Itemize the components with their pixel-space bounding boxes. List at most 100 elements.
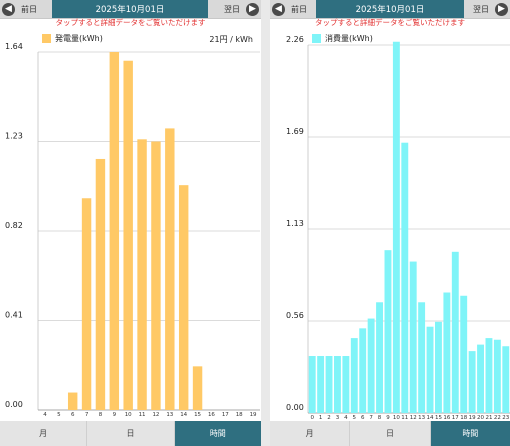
x-tick-label: 10 <box>393 415 400 421</box>
x-tick-label: 14 <box>180 412 187 418</box>
next-day-label: 翌日 <box>473 4 489 14</box>
next-day-button[interactable]: 翌日 ▶ <box>473 0 508 18</box>
bar <box>317 356 325 413</box>
period-tabs: 月 日 時間 <box>270 421 510 446</box>
x-tick-label: 16 <box>443 415 450 421</box>
legend-label: 消費量(kWh) <box>325 34 373 43</box>
x-tick-label: 9 <box>113 412 117 418</box>
x-tick-label: 6 <box>361 415 365 421</box>
arrow-right-circle-icon: ▶ <box>495 2 508 16</box>
y-tick-label: 0.00 <box>286 403 304 412</box>
generation-chart[interactable]: 0.00 0.41 0.82 1.23 1.64 4 5 6 7 8 9 10 11 12 13 14 15 16… <box>0 0 261 421</box>
x-tick-label: 9 <box>386 415 390 421</box>
next-day-label: 翌日 <box>224 4 240 14</box>
bar <box>409 261 417 413</box>
bar <box>367 318 375 413</box>
tab-month[interactable]: 月 <box>270 421 351 446</box>
bar <box>342 356 350 413</box>
period-tabs: 月 日 時間 <box>0 421 261 446</box>
rate-label: 21円 / kWh <box>209 35 253 44</box>
bar <box>165 128 175 410</box>
y-tick-label: 1.23 <box>5 132 23 141</box>
legend-swatch <box>312 34 321 43</box>
bar <box>350 338 358 413</box>
x-tick-label: 18 <box>236 412 243 418</box>
y-tick-label: 0.56 <box>286 311 304 320</box>
x-tick-label: 8 <box>378 415 382 421</box>
legend-swatch <box>42 34 51 43</box>
bar <box>123 60 133 410</box>
x-tick-label: 15 <box>435 415 442 421</box>
next-day-button[interactable]: 翌日 ▶ <box>224 0 259 18</box>
bar <box>109 52 120 410</box>
x-tick-label: 5 <box>353 415 357 421</box>
x-tick-label: 5 <box>57 412 61 418</box>
x-tick-label: 11 <box>139 412 146 418</box>
generation-panel: ◀ 前日 2025年10月01日 翌日 ▶ タップすると詳細データをご覧いただけ… <box>0 0 261 446</box>
y-tick-label: 1.64 <box>5 42 23 51</box>
prev-day-label: 前日 <box>291 4 307 14</box>
x-tick-label: 17 <box>222 412 229 418</box>
panel-divider <box>261 0 270 446</box>
x-tick-label: 8 <box>99 412 103 418</box>
arrow-left-circle-icon: ◀ <box>2 2 15 16</box>
bar <box>477 344 484 413</box>
bar <box>81 198 92 410</box>
x-tick-label: 4 <box>344 415 348 421</box>
bar <box>359 328 367 413</box>
bar <box>401 142 409 414</box>
tab-month[interactable]: 月 <box>0 421 88 446</box>
date-display: 2025年10月01日 <box>316 0 464 18</box>
y-tick-label: 0.82 <box>5 221 23 230</box>
x-tick-label: 13 <box>166 412 173 418</box>
tap-notice: タップすると詳細データをご覧いただけます <box>55 18 206 27</box>
y-tick-label: 1.69 <box>286 127 304 136</box>
consumption-chart[interactable]: 0.000.561.131.692.260 1 2 3 4 5 6 7 8 9 10 11 12 13 14… <box>270 0 510 421</box>
tab-day[interactable]: 日 <box>350 421 431 446</box>
x-tick-label: 12 <box>152 412 159 418</box>
x-tick-label: 17 <box>452 415 459 421</box>
prev-day-button[interactable]: ◀ 前日 <box>272 0 307 18</box>
date-display: 2025年10月01日 <box>52 0 208 18</box>
arrow-right-circle-icon: ▶ <box>246 2 259 16</box>
bar <box>493 339 501 413</box>
y-tick-label: 0.00 <box>5 400 23 409</box>
tab-day[interactable]: 日 <box>87 421 175 446</box>
bar <box>376 302 383 413</box>
bar <box>67 392 78 410</box>
x-tick-label: 2 <box>327 415 331 421</box>
x-tick-label: 19 <box>250 412 257 418</box>
x-tick-label: 0 <box>310 415 314 421</box>
tab-hour[interactable]: 時間 <box>174 421 261 446</box>
date-header: ◀ 前日 2025年10月01日 翌日 ▶ <box>0 0 261 19</box>
x-tick-label: 10 <box>125 412 132 418</box>
bar <box>325 356 333 413</box>
y-tick-label: 0.41 <box>5 311 23 320</box>
prev-day-label: 前日 <box>21 4 37 14</box>
x-tick-label: 22 <box>494 415 501 421</box>
x-tick-label: 16 <box>208 412 215 418</box>
tab-hour[interactable]: 時間 <box>430 421 510 446</box>
y-tick-label: 1.13 <box>286 219 304 228</box>
x-tick-label: 12 <box>410 415 417 421</box>
bar <box>178 185 189 410</box>
bar <box>384 250 392 413</box>
bar <box>95 158 106 410</box>
bar <box>451 251 459 413</box>
date-header: ◀ 前日 2025年10月01日 翌日 ▶ <box>270 0 510 19</box>
x-tick-label: 7 <box>85 412 89 418</box>
chart-legend: 発電量(kWh) <box>42 33 103 44</box>
bar <box>460 295 468 413</box>
prev-day-button[interactable]: ◀ 前日 <box>2 0 37 18</box>
bar <box>334 356 341 413</box>
x-tick-label: 20 <box>477 415 484 421</box>
arrow-left-circle-icon: ◀ <box>272 2 285 16</box>
x-tick-label: 15 <box>194 412 201 418</box>
bar <box>485 338 493 413</box>
bar <box>435 321 442 413</box>
x-tick-label: 21 <box>485 415 492 421</box>
bar <box>426 326 434 413</box>
x-tick-label: 4 <box>43 412 47 418</box>
bar <box>308 356 316 413</box>
